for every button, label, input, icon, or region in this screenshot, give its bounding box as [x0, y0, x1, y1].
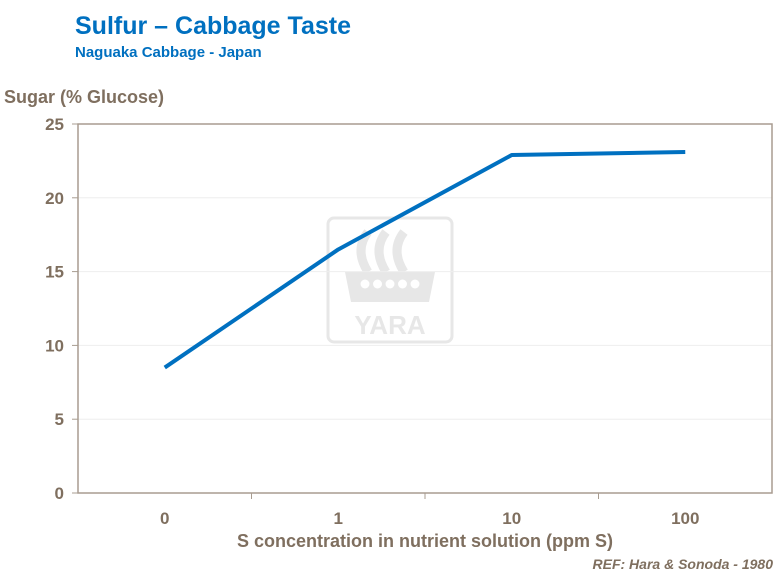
series-line — [163, 150, 686, 370]
x-axis-label: S concentration in nutrient solution (pp… — [237, 531, 613, 551]
y-axis-label: Sugar (% Glucose) — [4, 87, 165, 107]
x-tick-label: 0 — [160, 509, 169, 528]
yara-logo-watermark: YARA — [326, 216, 454, 344]
y-tick-label: 20 — [45, 189, 64, 208]
chart-title: Sulfur – Cabbage Taste — [75, 12, 351, 40]
svg-text:YARA: YARA — [354, 310, 426, 340]
y-tick-label: 10 — [45, 336, 64, 355]
x-tick-label: 1 — [334, 509, 343, 528]
x-tick-label: 10 — [502, 509, 521, 528]
reference-note: REF: Hara & Sonoda - 1980 — [592, 556, 774, 572]
plot-frame — [77, 123, 773, 494]
y-tick-label: 5 — [55, 410, 64, 429]
x-tick-label: 100 — [671, 509, 699, 528]
y-tick-label: 25 — [45, 115, 64, 134]
y-tick-label: 0 — [55, 484, 64, 503]
y-tick-label: 15 — [45, 263, 64, 282]
chart-subtitle: Naguaka Cabbage - Japan — [75, 44, 262, 61]
